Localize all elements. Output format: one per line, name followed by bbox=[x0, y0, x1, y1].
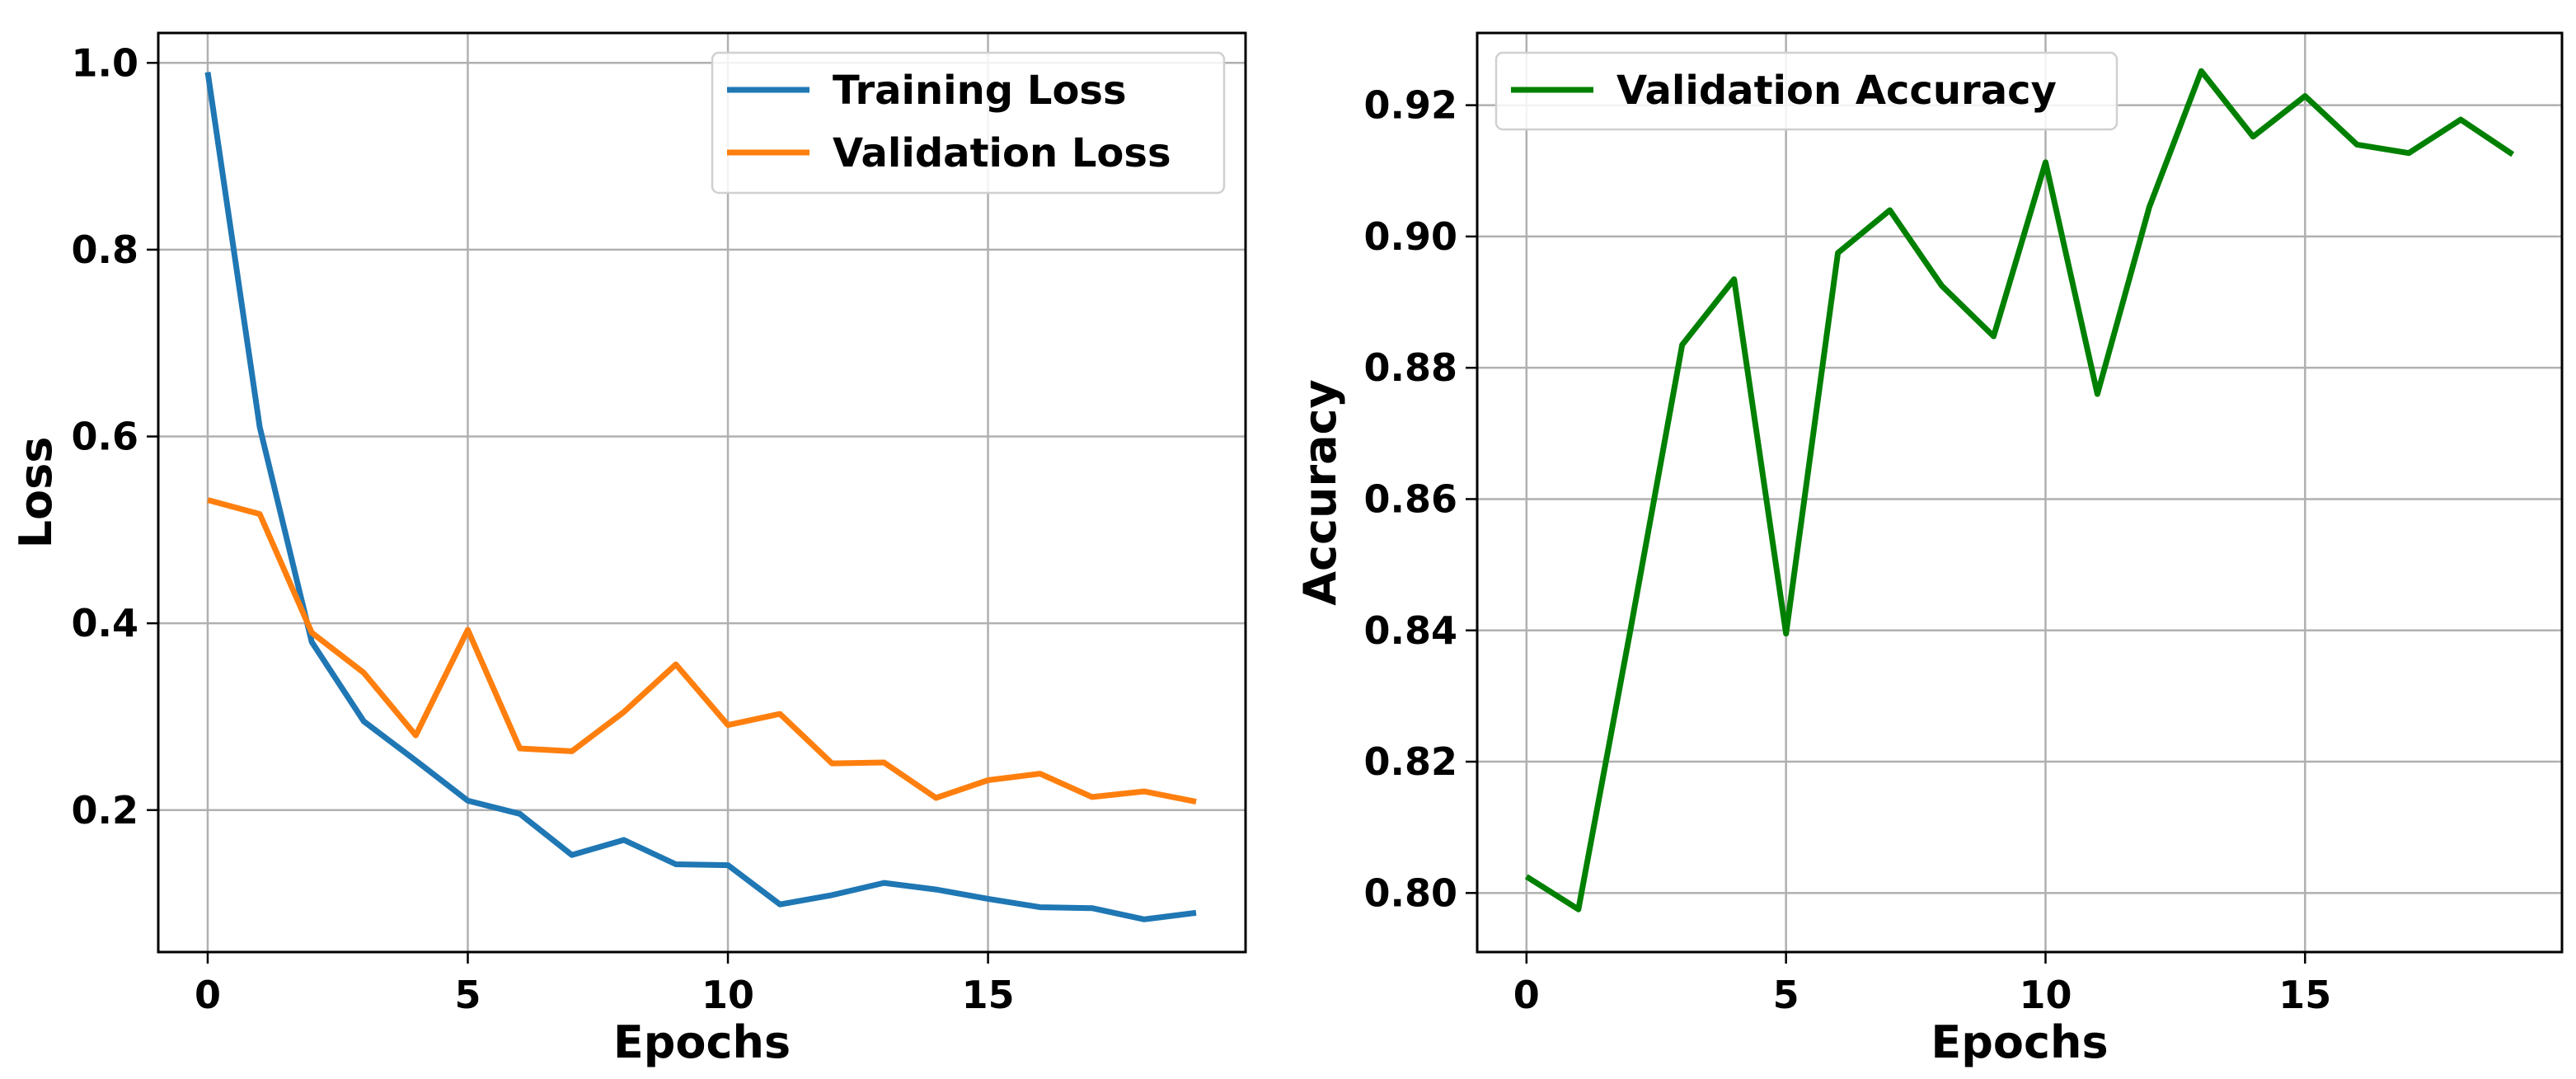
x-tick-label: 5 bbox=[1773, 973, 1799, 1017]
x-tick-label: 15 bbox=[962, 973, 1015, 1017]
validation-accuracy-legend-label: Validation Accuracy bbox=[1616, 68, 2057, 114]
x-axis-label: Epochs bbox=[1931, 1016, 2108, 1068]
y-tick-label: 0.4 bbox=[72, 601, 139, 645]
x-tick-label: 15 bbox=[2278, 973, 2331, 1017]
y-tick-label: 0.80 bbox=[1364, 870, 1458, 915]
legend-box bbox=[711, 51, 1226, 195]
y-tick-label: 0.88 bbox=[1364, 345, 1458, 390]
x-tick-label: 10 bbox=[2019, 973, 2072, 1017]
x-axis-label: Epochs bbox=[613, 1016, 791, 1068]
validation-loss-line bbox=[207, 497, 1197, 805]
legend: Training Loss Validation Loss bbox=[711, 51, 1226, 195]
y-axis-label: Loss bbox=[10, 437, 62, 549]
x-tick-label: 0 bbox=[1513, 973, 1540, 1017]
validation-loss-legend-label: Validation Loss bbox=[833, 130, 1171, 176]
validation-accuracy-line bbox=[1524, 68, 2515, 912]
x-tick-label: 0 bbox=[195, 973, 221, 1017]
y-tick-label: 0.2 bbox=[72, 788, 139, 833]
y-tick-label: 0.86 bbox=[1364, 476, 1458, 521]
y-tick-label: 0.82 bbox=[1364, 739, 1458, 784]
y-tick-label: 0.92 bbox=[1364, 83, 1458, 128]
y-tick-label: 0.8 bbox=[72, 228, 139, 272]
legend: Validation Accuracy bbox=[1494, 51, 2119, 131]
legend-box bbox=[1494, 51, 2119, 131]
x-tick-label: 5 bbox=[454, 973, 481, 1017]
y-axis-label: Accuracy bbox=[1294, 379, 1346, 606]
y-tick-label: 1.0 bbox=[72, 40, 139, 85]
training-loss-line bbox=[204, 72, 1197, 922]
y-tick-label: 0.6 bbox=[72, 415, 139, 459]
x-tick-label: 10 bbox=[701, 973, 754, 1017]
y-tick-label: 0.84 bbox=[1364, 608, 1458, 653]
accuracy-chart-panel: 0 5 10 15 0.80 0.82 0.84 0.86 0.88 0.90 0.92 Epochs… bbox=[1294, 31, 2564, 1068]
axes-frame bbox=[1476, 31, 2564, 954]
axes-frame bbox=[157, 31, 1247, 954]
loss-chart-panel: 0 5 10 15 0.2 0.4 0.6 0.8 1.0 Epochs Loss Training … bbox=[10, 31, 1247, 1068]
y-tick-label: 0.90 bbox=[1364, 214, 1458, 259]
training-loss-legend-label: Training Loss bbox=[833, 68, 1127, 114]
